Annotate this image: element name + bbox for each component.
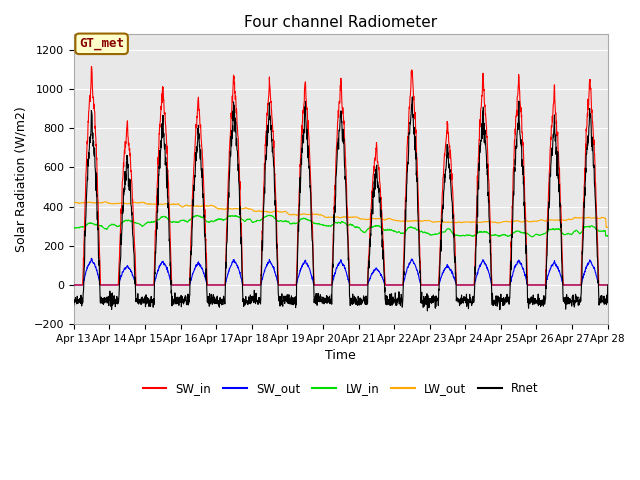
SW_in bbox=[368, 188, 376, 194]
LW_out bbox=[557, 217, 564, 223]
LW_out bbox=[496, 220, 504, 226]
SW_out bbox=[604, 282, 612, 288]
SW_in bbox=[88, 63, 95, 69]
Rnet bbox=[368, 218, 376, 224]
LW_out bbox=[604, 225, 611, 230]
LW_out bbox=[368, 216, 376, 222]
Rnet bbox=[408, 94, 416, 100]
LW_out bbox=[219, 206, 227, 212]
Rnet bbox=[496, 301, 504, 307]
X-axis label: Time: Time bbox=[325, 349, 356, 362]
LW_in bbox=[529, 234, 536, 240]
Rnet bbox=[356, 298, 364, 303]
Line: LW_in: LW_in bbox=[74, 215, 608, 237]
LW_out bbox=[356, 216, 364, 222]
LW_in bbox=[572, 228, 580, 234]
SW_in bbox=[219, 282, 227, 288]
SW_out bbox=[356, 282, 364, 288]
Legend: SW_in, SW_out, LW_in, LW_out, Rnet: SW_in, SW_out, LW_in, LW_out, Rnet bbox=[138, 377, 543, 399]
LW_in bbox=[368, 225, 376, 230]
LW_in bbox=[356, 226, 364, 232]
SW_out bbox=[557, 273, 564, 278]
LW_in bbox=[70, 225, 77, 230]
Rnet bbox=[424, 308, 431, 314]
LW_out bbox=[572, 215, 579, 221]
SW_in bbox=[557, 202, 564, 208]
Text: GT_met: GT_met bbox=[79, 37, 124, 50]
LW_in bbox=[266, 212, 273, 218]
LW_out bbox=[70, 200, 77, 205]
LW_out bbox=[102, 199, 109, 204]
SW_in bbox=[496, 282, 504, 288]
SW_in bbox=[70, 282, 77, 288]
SW_out bbox=[70, 282, 77, 288]
Line: Rnet: Rnet bbox=[74, 97, 608, 311]
Line: LW_out: LW_out bbox=[74, 202, 608, 228]
SW_out bbox=[219, 282, 227, 288]
Title: Four channel Radiometer: Four channel Radiometer bbox=[244, 15, 437, 30]
Rnet bbox=[557, 221, 564, 227]
Line: SW_in: SW_in bbox=[74, 66, 608, 285]
SW_in bbox=[604, 282, 612, 288]
LW_in bbox=[557, 228, 564, 234]
Rnet bbox=[572, 295, 580, 300]
LW_out bbox=[604, 224, 612, 230]
SW_out bbox=[572, 282, 579, 288]
Y-axis label: Solar Radiation (W/m2): Solar Radiation (W/m2) bbox=[15, 106, 28, 252]
SW_in bbox=[356, 282, 364, 288]
SW_out bbox=[496, 282, 504, 288]
SW_in bbox=[572, 282, 579, 288]
LW_in bbox=[219, 217, 227, 223]
LW_in bbox=[604, 233, 612, 239]
Rnet bbox=[604, 282, 612, 288]
SW_out bbox=[368, 271, 376, 276]
Rnet bbox=[219, 298, 227, 304]
Rnet bbox=[70, 302, 77, 308]
SW_out bbox=[88, 255, 95, 261]
LW_in bbox=[496, 233, 504, 239]
Line: SW_out: SW_out bbox=[74, 258, 608, 285]
